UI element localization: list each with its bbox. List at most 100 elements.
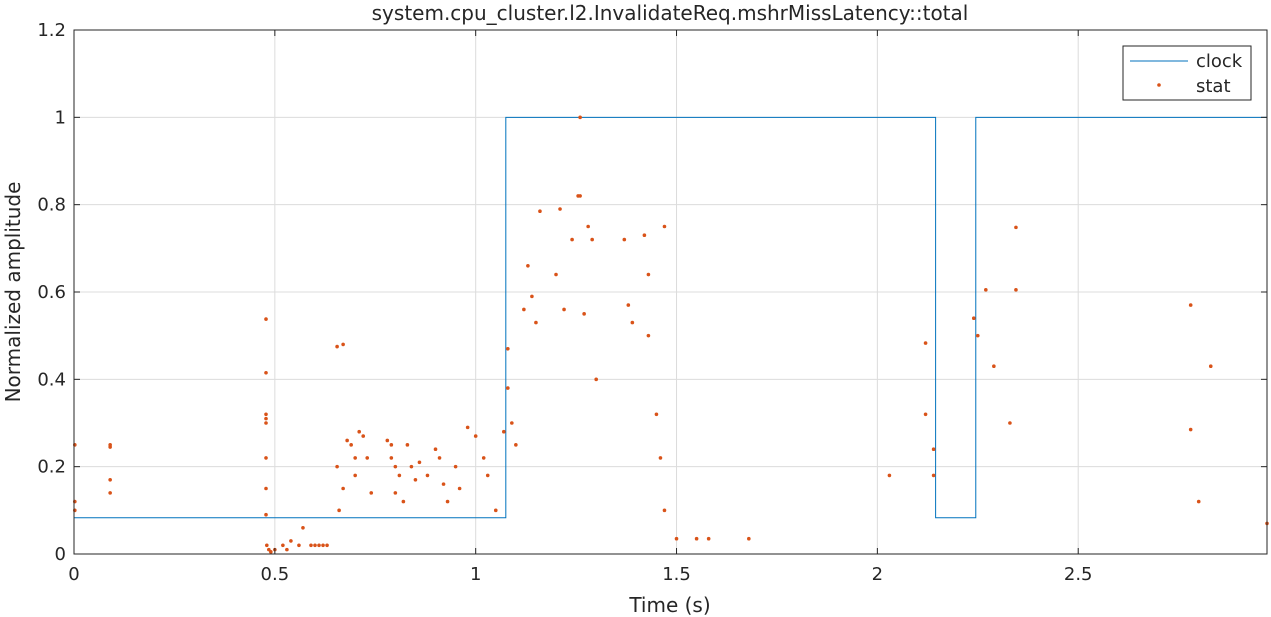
stat-point (1188, 427, 1193, 432)
y-tick-label: 0 (55, 544, 66, 565)
stat-point (397, 473, 402, 478)
stat-point (265, 543, 269, 548)
x-tick-label: 2 (872, 564, 883, 585)
stat-point (642, 233, 647, 238)
stat-point (321, 543, 325, 548)
stat-point (409, 464, 414, 469)
stat-point (654, 412, 659, 417)
stat-point (558, 207, 562, 211)
stat-point (264, 370, 268, 375)
stat-point (658, 456, 663, 460)
stat-point (984, 288, 988, 292)
stat-point (534, 320, 538, 325)
x-axis-label: Time (s) (628, 593, 710, 617)
stat-point (341, 342, 345, 347)
stat-point (1008, 421, 1012, 425)
stat-point (353, 456, 357, 460)
stat-point (594, 377, 598, 382)
stat-point (1014, 288, 1018, 292)
stat-point (538, 209, 542, 214)
stat-point (502, 429, 506, 434)
stat-point (108, 491, 112, 495)
legend-box (1122, 45, 1252, 101)
stat-point (992, 364, 996, 369)
stat-point (335, 464, 339, 469)
stat-point (1014, 225, 1018, 230)
stat-point (630, 320, 635, 325)
stat-point (485, 473, 490, 478)
stat-point (264, 486, 268, 491)
y-tick-label: 0.6 (37, 282, 66, 303)
stat-point (281, 543, 285, 548)
stat-point (405, 443, 410, 447)
x-tick-label: 2.5 (1064, 564, 1093, 585)
y-axis-label: Normalized amplitude (1, 182, 25, 403)
stat-point (887, 473, 892, 478)
stat-point (530, 294, 534, 299)
series-clock-line (74, 116, 1267, 519)
stat-point (108, 477, 112, 482)
stat-point (923, 341, 928, 345)
stat-point (662, 224, 667, 229)
legend-label-clock: clock (1196, 51, 1243, 72)
stat-point (554, 272, 558, 277)
stat-point (1196, 499, 1201, 504)
stat-point (522, 307, 526, 312)
stat-point (269, 550, 273, 554)
stat-point (264, 416, 268, 421)
chart-title: system.cpu_cluster.l2.InvalidateReq.mshr… (372, 1, 969, 25)
stat-point (457, 486, 462, 491)
stat-point (453, 464, 458, 469)
stat-point (975, 333, 980, 338)
stat-point (313, 543, 317, 548)
y-tick-label: 0.4 (37, 369, 66, 390)
stat-point (353, 473, 357, 478)
stat-point (582, 312, 586, 316)
stat-point (385, 438, 390, 443)
stat-point (931, 447, 936, 452)
stat-point (417, 460, 422, 465)
stat-point (578, 194, 582, 198)
stat-point (317, 543, 321, 548)
stat-point (622, 237, 627, 242)
stat-point (365, 456, 370, 460)
stat-point (349, 443, 353, 447)
stat-point (465, 425, 470, 430)
stat-point (646, 272, 651, 277)
x-tick-label: 1.5 (662, 564, 691, 585)
stat-point (971, 316, 976, 321)
stat-point (493, 508, 498, 513)
y-tick-label: 0.2 (37, 457, 66, 478)
stat-point (747, 536, 751, 541)
stat-point (425, 473, 430, 478)
stat-point (357, 429, 361, 434)
x-tick-label: 1 (470, 564, 481, 585)
stat-point (433, 447, 438, 452)
stat-point (337, 508, 341, 513)
stat-point (264, 421, 268, 425)
x-tick-label: 0 (68, 564, 79, 585)
stat-point (401, 499, 406, 504)
stat-point (325, 543, 329, 548)
stat-point (931, 473, 936, 478)
stat-point (473, 434, 478, 438)
stat-point (646, 333, 651, 338)
legend-stat-marker (1157, 83, 1161, 87)
stat-point (289, 539, 293, 543)
stat-point (441, 482, 446, 486)
stat-point (108, 445, 112, 449)
stat-point (309, 543, 313, 548)
stat-point (923, 412, 928, 417)
y-tick-label: 1 (55, 107, 66, 128)
stat-point (674, 536, 679, 541)
plot-area (73, 115, 1269, 554)
stat-point (570, 237, 574, 242)
stat-point (285, 547, 289, 552)
stat-point (389, 443, 394, 447)
stat-point (264, 412, 268, 417)
stat-point (264, 512, 268, 517)
stat-point (562, 307, 566, 312)
stat-point (578, 115, 582, 120)
